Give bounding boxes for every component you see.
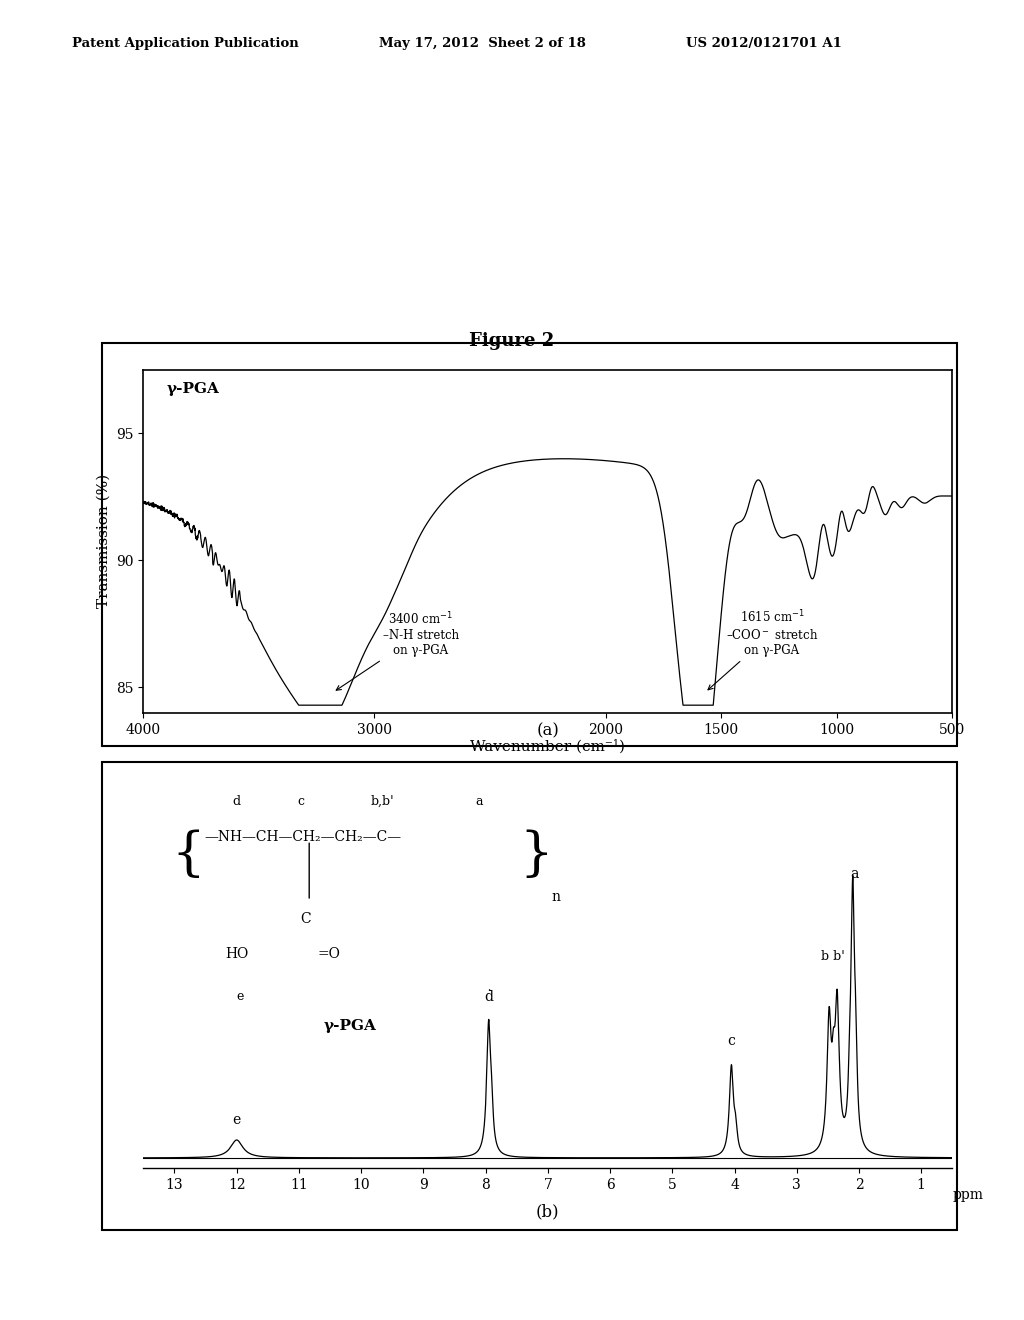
Text: May 17, 2012  Sheet 2 of 18: May 17, 2012 Sheet 2 of 18 bbox=[379, 37, 586, 50]
Text: US 2012/0121701 A1: US 2012/0121701 A1 bbox=[686, 37, 842, 50]
Text: ḋ: ḋ bbox=[484, 990, 494, 1005]
Text: a: a bbox=[475, 795, 483, 808]
Y-axis label: Transmission (%): Transmission (%) bbox=[96, 474, 111, 609]
Text: }: } bbox=[519, 829, 553, 880]
Text: Patent Application Publication: Patent Application Publication bbox=[72, 37, 298, 50]
Text: b,b': b,b' bbox=[371, 795, 394, 808]
Text: —NH—CH—CH₂—CH₂—C—: —NH—CH—CH₂—CH₂—C— bbox=[204, 830, 401, 843]
Text: e: e bbox=[232, 1113, 241, 1127]
Text: (a): (a) bbox=[537, 722, 559, 739]
Text: {: { bbox=[171, 829, 205, 880]
Text: γ-PGA: γ-PGA bbox=[167, 383, 219, 396]
Text: =O: =O bbox=[317, 948, 340, 961]
Text: Figure 2: Figure 2 bbox=[469, 331, 555, 350]
Text: HO: HO bbox=[225, 948, 249, 961]
Text: d: d bbox=[232, 795, 241, 808]
Text: c: c bbox=[727, 1034, 735, 1048]
Text: ppm: ppm bbox=[952, 1188, 983, 1201]
Text: c: c bbox=[298, 795, 304, 808]
Text: b b': b b' bbox=[821, 950, 845, 964]
Text: (b): (b) bbox=[536, 1204, 560, 1221]
Text: 1615 cm$^{-1}$
–COO$^-$ stretch
on γ-PGA: 1615 cm$^{-1}$ –COO$^-$ stretch on γ-PGA bbox=[708, 609, 818, 690]
X-axis label: Wavenumber (cm⁻¹): Wavenumber (cm⁻¹) bbox=[470, 739, 626, 754]
Text: γ-PGA: γ-PGA bbox=[324, 1019, 376, 1032]
Text: n: n bbox=[552, 890, 561, 904]
Text: a: a bbox=[850, 867, 858, 880]
Text: e: e bbox=[237, 990, 244, 1003]
Text: 3400 cm$^{-1}$
–N-H stretch
on γ-PGA: 3400 cm$^{-1}$ –N-H stretch on γ-PGA bbox=[336, 610, 459, 690]
Text: C: C bbox=[300, 912, 310, 925]
